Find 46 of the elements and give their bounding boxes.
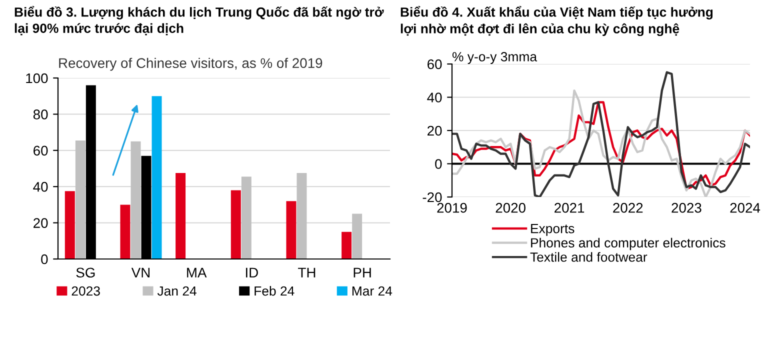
bar bbox=[64, 191, 75, 259]
bar bbox=[230, 190, 241, 259]
y-tick-label: 60 bbox=[34, 146, 48, 156]
bar bbox=[352, 214, 362, 259]
x-tick-label: 2023 bbox=[672, 202, 702, 213]
x-tick-label: 2022 bbox=[613, 202, 643, 213]
x-tick-label: 2021 bbox=[554, 202, 584, 213]
bar bbox=[342, 232, 352, 259]
legend-label: 2023 bbox=[72, 286, 100, 296]
x-tick-label: 2019 bbox=[437, 202, 467, 213]
bar bbox=[241, 176, 252, 259]
bar bbox=[120, 204, 130, 259]
x-tick-label: MA bbox=[187, 268, 207, 278]
legend-label: Exports bbox=[531, 224, 574, 236]
y-tick-label: 80 bbox=[33, 110, 48, 120]
y-tick-label: 0 bbox=[41, 254, 48, 264]
legend-label: Textile and footwear bbox=[530, 252, 648, 262]
chart-title: Biểu đồ 4. Xuất khẩu của Việt Nam tiếp tục hưởng lợi nhờ một đợt đi lên của chu kỳ công nghệ bbox=[400, 6, 713, 36]
y-tick-label: 20 bbox=[34, 218, 48, 228]
x-tick-label: ID bbox=[246, 268, 258, 278]
bar bbox=[296, 173, 307, 259]
legend-label: Mar 24 bbox=[352, 286, 392, 296]
y-tick-label: 40 bbox=[33, 182, 48, 192]
y-tick-label: 100 bbox=[26, 73, 48, 84]
y-tick-label: -20 bbox=[422, 192, 442, 202]
x-tick-label: 2024 bbox=[730, 202, 760, 213]
legend-label: Jan 24 bbox=[157, 286, 196, 296]
chart-title: Biểu đồ 3. Lượng khách du lịch Trung Quốc đã bất ngờ trở lại 90% mức trước đại dịch bbox=[14, 6, 384, 36]
bar bbox=[152, 96, 162, 259]
legend-label: Feb 24 bbox=[254, 286, 294, 296]
x-tick-label: TH bbox=[298, 268, 316, 278]
bar bbox=[176, 173, 186, 259]
bar bbox=[130, 141, 141, 259]
y-tick-label: 0 bbox=[435, 159, 442, 169]
bar bbox=[75, 140, 86, 259]
bar bbox=[286, 201, 296, 259]
x-tick-label: SG bbox=[76, 268, 95, 278]
x-tick-label: PH bbox=[354, 268, 371, 278]
y-tick-label: 40 bbox=[427, 92, 442, 102]
legend-label: Phones and computer electronics bbox=[531, 238, 726, 250]
y-axis-title: % y-o-y 3mma bbox=[452, 52, 538, 64]
x-tick-label: 2020 bbox=[496, 202, 526, 213]
x-tick-label: VN bbox=[131, 268, 150, 278]
y-tick-label: 60 bbox=[428, 59, 442, 70]
chart-subtitle: Recovery of Chinese visitors, as % of 2019 bbox=[59, 58, 322, 71]
y-tick-label: 20 bbox=[428, 126, 442, 136]
